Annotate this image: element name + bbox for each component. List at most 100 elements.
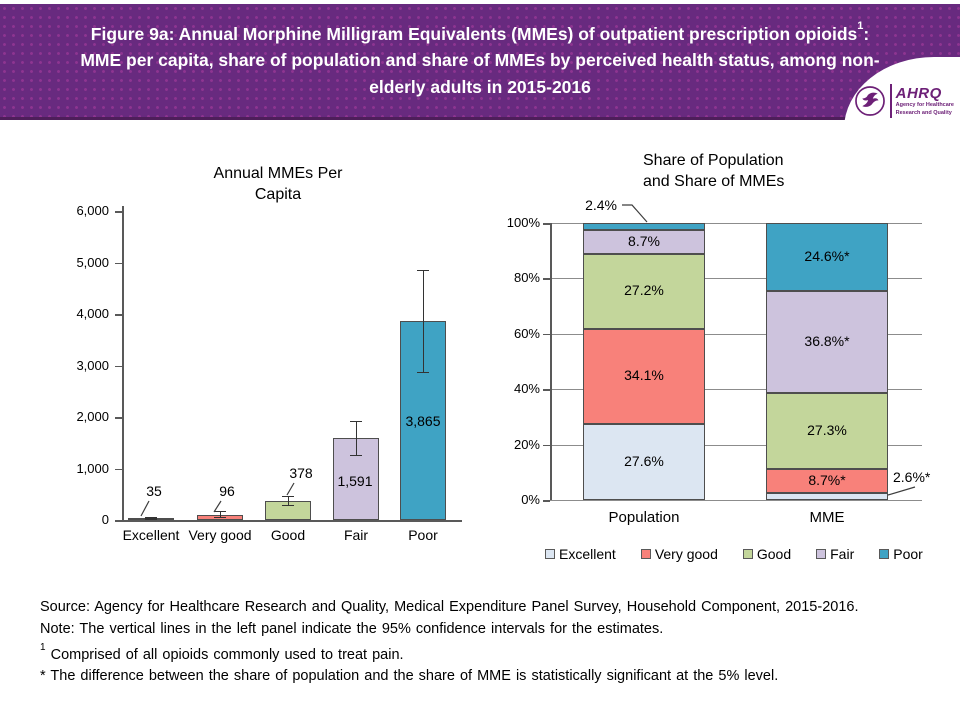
left-y-tick-label: 3,000 bbox=[76, 357, 109, 373]
legend-swatch-poor bbox=[879, 549, 890, 559]
legend-swatch-excellent bbox=[545, 549, 555, 559]
footnotes: Source: Agency for Healthcare Research a… bbox=[40, 597, 945, 688]
value-label-excellent: 35 bbox=[146, 483, 162, 499]
left-x-category-very-good: Very good bbox=[188, 527, 252, 543]
leader-line bbox=[140, 500, 150, 517]
source-note: Source: Agency for Healthcare Research a… bbox=[40, 599, 859, 615]
legend-swatch-good bbox=[742, 549, 753, 559]
right-chart-title-line2: and Share of MMEs bbox=[643, 173, 785, 190]
left-y-tick bbox=[115, 365, 122, 367]
right-y-tick-label: 80% bbox=[513, 270, 540, 286]
error-bar-cap-top-very-good bbox=[214, 510, 226, 513]
left-y-tick-label: 5,000 bbox=[76, 254, 109, 270]
gridline-20 bbox=[550, 444, 922, 446]
left-y-tick-label: 1,000 bbox=[76, 460, 109, 476]
segment-mme-poor bbox=[766, 223, 888, 292]
ahrq-wordmark: AHRQ bbox=[895, 85, 942, 103]
left-y-axis bbox=[122, 206, 124, 520]
left-x-category-good: Good bbox=[270, 527, 306, 543]
error-bar-line-poor bbox=[423, 269, 425, 372]
legend-label-very-good: Very good bbox=[654, 546, 718, 562]
legend-swatch-fair bbox=[816, 549, 827, 559]
segment-mme-good bbox=[766, 393, 888, 469]
segment-label-mme-good: 27.3% bbox=[807, 421, 847, 438]
error-bar-cap-top-excellent bbox=[145, 517, 157, 519]
right-y-tick bbox=[543, 500, 550, 502]
legend-item-excellent: Excellent bbox=[545, 546, 616, 562]
legend-label-fair: Fair bbox=[830, 546, 855, 562]
segment-mme-very-good bbox=[766, 468, 888, 493]
right-y-tick bbox=[543, 333, 550, 336]
gridline-60 bbox=[550, 333, 922, 335]
right-y-tick bbox=[543, 389, 550, 391]
error-bar-cap-top-fair bbox=[350, 420, 362, 423]
footnote-1-text: Comprised of all opioids commonly used t… bbox=[45, 646, 404, 663]
gridline-0 bbox=[550, 500, 922, 501]
figure-title-prefix: Figure 9a: Annual Morphine Milligram Equ… bbox=[90, 24, 858, 45]
footnote-1: 1 Comprised of all opioids commonly used… bbox=[40, 640, 945, 666]
leader-line bbox=[622, 204, 648, 223]
left-y-tick bbox=[115, 211, 122, 213]
logo-text: AHRQ Agency for Healthcare Research and … bbox=[896, 85, 954, 117]
legend-label-good: Good bbox=[756, 546, 792, 562]
left-y-tick bbox=[115, 520, 122, 522]
legend-item-poor: Poor bbox=[879, 546, 923, 562]
value-label-fair: 1,591 bbox=[337, 473, 373, 489]
right-x-category-population: Population bbox=[608, 509, 680, 526]
error-bar-cap-top-good bbox=[282, 496, 294, 498]
footnote-2: * The difference between the share of po… bbox=[40, 668, 779, 685]
left-x-category-fair: Fair bbox=[343, 527, 369, 543]
error-bar-cap-bottom-very-good bbox=[214, 517, 226, 519]
right-chart-title-line1: Share of Population bbox=[643, 152, 784, 169]
right-y-axis bbox=[550, 223, 552, 500]
value-label-very-good: 96 bbox=[219, 483, 235, 499]
right-chart-title: Share of Population and Share of MMEs bbox=[643, 150, 863, 192]
segment-label-population-fair: 8.7% bbox=[628, 232, 660, 249]
value-label-poor: 3,865 bbox=[405, 413, 441, 429]
gridline-40 bbox=[550, 389, 922, 391]
right-y-tick bbox=[543, 278, 550, 280]
error-bar-cap-bottom-poor bbox=[417, 371, 429, 373]
left-x-category-poor: Poor bbox=[408, 527, 438, 543]
ahrq-tagline: Agency for Healthcare Research and Quali… bbox=[896, 102, 954, 117]
segment-label-mme-poor: 24.6%* bbox=[804, 248, 850, 265]
left-y-tick-label: 4,000 bbox=[76, 306, 109, 321]
error-bar-cap-bottom-good bbox=[282, 505, 294, 507]
right-x-category-mme: MME bbox=[809, 509, 845, 526]
error-bar-line-very-good bbox=[220, 510, 222, 518]
segment-label-mme-very-good: 8.7%* bbox=[808, 471, 846, 488]
legend-item-fair: Fair bbox=[816, 546, 854, 562]
segment-population-good bbox=[583, 253, 705, 330]
figure-title-suffix: : MME per capita, share of population an… bbox=[80, 24, 880, 97]
ahrq-tagline-line2: Research and Quality bbox=[895, 109, 952, 116]
left-chart-title-line2: Capita bbox=[254, 186, 302, 203]
legend: Excellent Very good Good Fair Poor bbox=[545, 546, 945, 562]
right-y-tick-label: 0% bbox=[521, 492, 540, 507]
legend-label-poor: Poor bbox=[893, 546, 923, 562]
ahrq-tagline-line1: Agency for Healthcare bbox=[895, 102, 954, 109]
segment-population-excellent bbox=[583, 423, 705, 500]
right-y-tick-label: 60% bbox=[513, 325, 540, 341]
callout-mme-excellent: 2.6%* bbox=[893, 469, 931, 485]
left-x-axis bbox=[122, 520, 462, 522]
leader-line bbox=[286, 482, 295, 496]
segment-population-poor bbox=[583, 223, 705, 230]
left-y-tick-label: 2,000 bbox=[76, 409, 109, 424]
right-y-tick-label: 100% bbox=[506, 215, 540, 230]
left-y-tick bbox=[115, 314, 122, 316]
error-bar-line-fair bbox=[356, 420, 358, 455]
header-banner: Figure 9a: Annual Morphine Milligram Equ… bbox=[0, 4, 960, 117]
error-bar-cap-bottom-excellent bbox=[145, 519, 157, 521]
left-chart-title: Annual MMEs Per Capita bbox=[168, 163, 388, 205]
legend-item-good: Good bbox=[742, 546, 792, 562]
left-y-tick-label: 0 bbox=[101, 512, 109, 527]
segment-population-fair bbox=[583, 229, 705, 254]
left-y-tick bbox=[115, 417, 122, 419]
logo-divider bbox=[890, 84, 892, 118]
left-x-category-excellent: Excellent bbox=[122, 527, 180, 543]
left-y-tick-label: 6,000 bbox=[76, 203, 109, 218]
footnote-1-superscript: 1 bbox=[40, 641, 46, 653]
error-bar-cap-top-poor bbox=[417, 269, 429, 272]
legend-item-very-good: Very good bbox=[640, 546, 718, 562]
